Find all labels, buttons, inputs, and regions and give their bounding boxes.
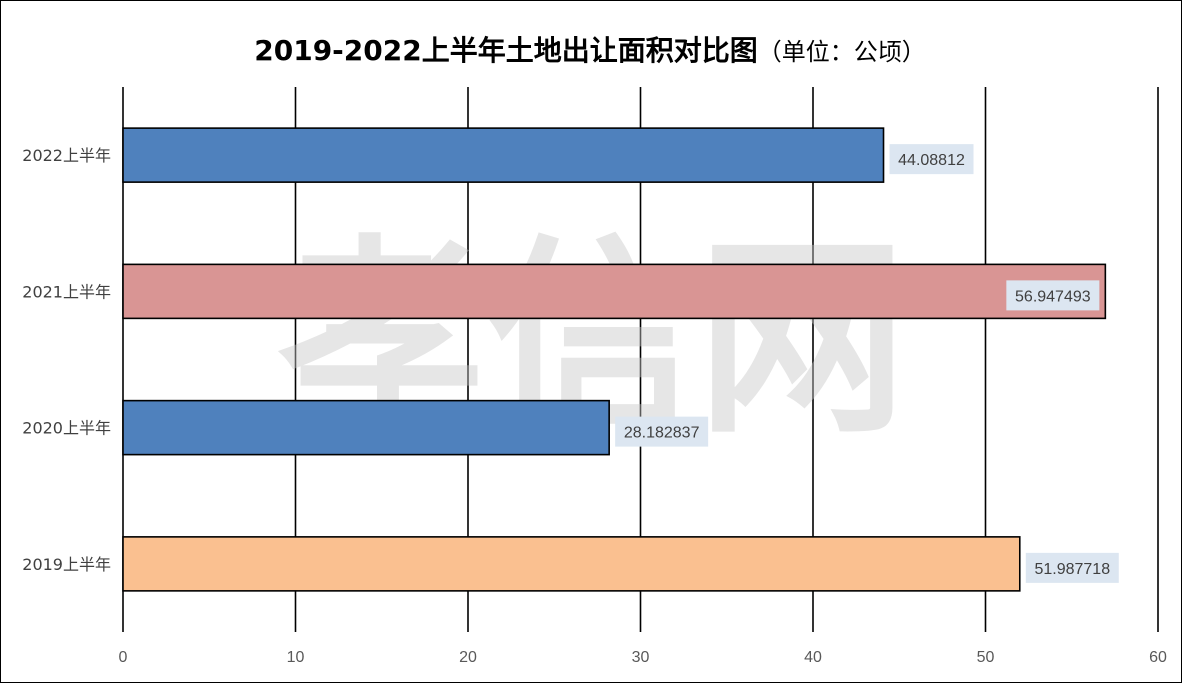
bar [122, 127, 885, 183]
chart-title-unit: （单位：公顷） [758, 38, 926, 66]
bar [122, 536, 1021, 592]
data-label: 28.182837 [624, 425, 700, 442]
bar [122, 399, 610, 456]
bars [122, 127, 1107, 592]
chart-title: 2019-2022上半年土地出让面积对比图（单位：公顷） [254, 34, 925, 67]
data-label-box [1006, 280, 1100, 311]
chart-title-main: 2019-2022上半年土地出让面积对比图 [254, 34, 757, 67]
bar [122, 263, 1107, 320]
x-tick-labels: 0 10 20 30 40 50 60 [119, 649, 1167, 666]
data-label: 56.947493 [1015, 288, 1091, 305]
data-label-box [889, 144, 974, 175]
x-tick-label: 50 [977, 649, 995, 666]
data-label-box [615, 416, 709, 447]
x-tick-label: 60 [1149, 649, 1167, 666]
x-tick-label: 20 [459, 649, 477, 666]
data-labels: 44.08812 56.947493 28.182837 51.987718 [615, 144, 1119, 583]
x-tick-label: 10 [287, 649, 305, 666]
x-tick-label: 0 [119, 649, 128, 666]
x-tick-label: 30 [632, 649, 650, 666]
data-label: 44.08812 [898, 152, 965, 169]
category-labels: 2022上半年 2021上半年 2020上半年 2019上半年 [22, 146, 111, 574]
category-label: 2019上半年 [22, 555, 111, 574]
category-label: 2021上半年 [22, 282, 111, 301]
data-label: 51.987718 [1034, 561, 1110, 578]
category-label: 2020上半年 [22, 419, 111, 438]
x-tick-label: 40 [804, 649, 822, 666]
data-label-box [1025, 552, 1119, 583]
category-label: 2022上半年 [22, 146, 111, 165]
